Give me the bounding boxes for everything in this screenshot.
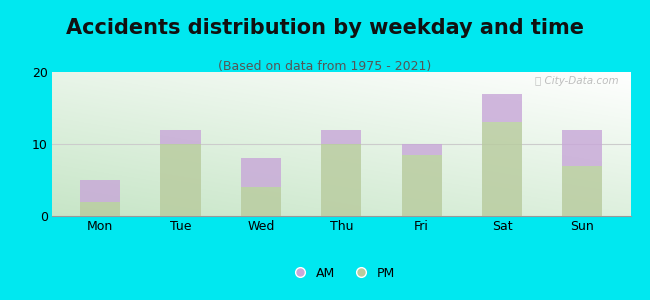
Bar — [321, 144, 361, 216]
Bar — [321, 130, 361, 144]
Bar — [240, 187, 281, 216]
Bar — [482, 94, 522, 122]
Text: Accidents distribution by weekday and time: Accidents distribution by weekday and ti… — [66, 18, 584, 38]
Bar — [80, 180, 120, 202]
Bar — [562, 130, 603, 166]
Bar — [161, 144, 201, 216]
Bar — [562, 166, 603, 216]
Text: (Based on data from 1975 - 2021): (Based on data from 1975 - 2021) — [218, 60, 432, 73]
Bar — [161, 130, 201, 144]
Bar — [402, 144, 442, 155]
Text: ⓘ City-Data.com: ⓘ City-Data.com — [536, 76, 619, 86]
Bar — [80, 202, 120, 216]
Bar — [240, 158, 281, 187]
Bar — [402, 155, 442, 216]
Bar — [482, 122, 522, 216]
Legend: AM, PM: AM, PM — [283, 262, 400, 285]
